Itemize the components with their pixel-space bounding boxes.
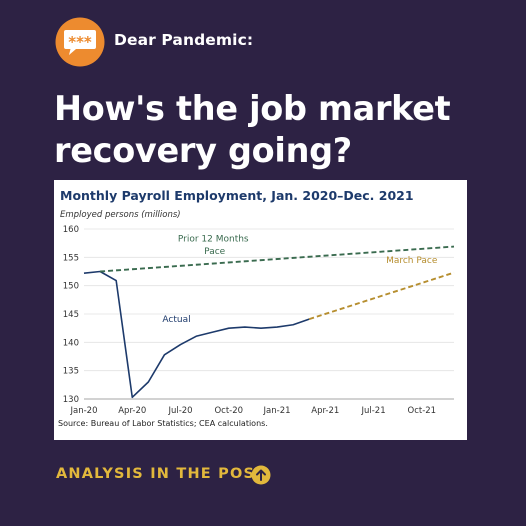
y-tick-label: 135 [63,367,79,377]
x-tick-label: Jul-21 [360,406,385,416]
brand-name: Dear Pandemic: [114,31,254,49]
x-tick-label: Apr-21 [311,406,339,416]
series-label-prior-pace: Prior 12 Months Pace [178,234,252,256]
y-tick-label: 140 [63,338,79,348]
chart-title: Monthly Payroll Employment, Jan. 2020–De… [60,188,414,203]
series-line [308,271,455,321]
x-tick-label: Jan-20 [70,406,98,416]
y-tick-label: 160 [63,225,79,235]
y-tick-label: 130 [63,395,79,405]
series-label-prior-pace-line-2: Pace [204,247,225,257]
logo-asterisks: *** [68,33,92,51]
series-label-prior-pace-line-1: Prior 12 Months [178,234,249,244]
y-tick-label: 150 [63,282,79,292]
x-tick-labels: Jan-20 Apr-20 Jul-20 Oct-20 Jan-21 Apr-21 Jul-… [70,406,437,416]
x-tick-label: Jul-20 [167,406,192,416]
series-label-actual: Actual [162,315,190,325]
y-tick-label: 155 [63,253,79,263]
brand-logo: *** [55,17,105,67]
speech-bubble-icon: *** [55,17,105,67]
page-title: How's the job market recovery going? [54,88,494,172]
x-tick-label: Jan-21 [263,406,291,416]
x-tick-label: Oct-20 [214,406,243,416]
y-tick-labels: 130 135 140 145 150 155 160 [63,225,79,405]
series-lines [83,245,455,399]
series-line [83,270,310,399]
grid-lines [84,228,454,372]
headline-line-1: How's the job market [54,89,451,128]
x-tick-label: Oct-21 [408,406,437,416]
y-tick-label: 145 [63,310,79,320]
chart-card: Monthly Payroll Employment, Jan. 2020–De… [54,180,467,440]
chart-source: Source: Bureau of Labor Statistics; CEA … [58,419,268,428]
headline-line-2: recovery going? [54,131,352,170]
x-tick-label: Apr-20 [118,406,146,416]
series-line [100,245,455,273]
payroll-chart: Monthly Payroll Employment, Jan. 2020–De… [58,188,455,428]
y-axis-label: Employed persons (millions) [60,210,181,220]
arrow-up-circle-icon[interactable] [251,465,271,485]
analysis-cta-label[interactable]: ANALYSIS IN THE POST [56,466,267,482]
series-label-march-pace: March Pace [386,256,438,266]
